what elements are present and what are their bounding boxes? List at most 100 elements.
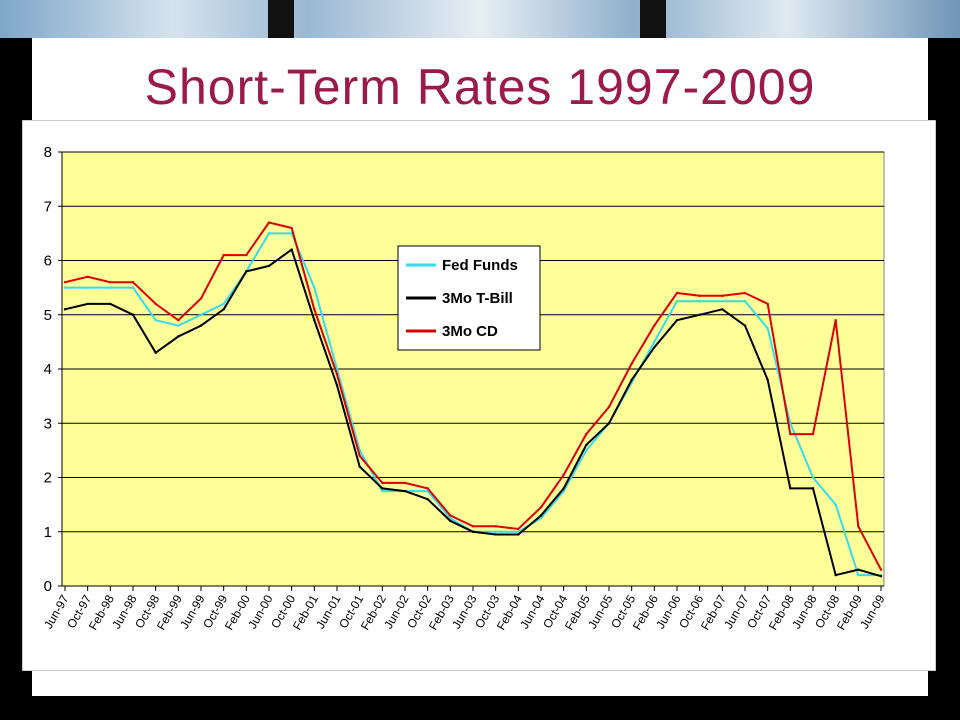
data-point (857, 568, 860, 571)
data-point (222, 308, 225, 311)
data-point (86, 302, 89, 306)
data-point (698, 299, 701, 303)
data-point (109, 281, 112, 284)
header-banner (0, 0, 960, 38)
data-point (449, 516, 452, 520)
data-point (517, 530, 520, 533)
data-point (811, 432, 815, 436)
data-point (313, 286, 316, 289)
data-point (86, 275, 89, 278)
data-point (449, 519, 452, 523)
data-point (109, 302, 112, 306)
data-point (789, 432, 792, 436)
data-point (675, 318, 679, 322)
data-point (653, 346, 656, 349)
data-point (743, 299, 747, 303)
data-point (358, 465, 361, 468)
data-point (290, 248, 293, 251)
data-point (199, 313, 203, 316)
data-point (517, 527, 520, 531)
data-point (177, 335, 180, 338)
y-tick-label: 6 (44, 253, 52, 270)
y-tick-label: 8 (44, 144, 52, 161)
data-point (335, 384, 339, 387)
data-point (675, 299, 679, 303)
data-point (63, 286, 67, 289)
data-point (834, 318, 837, 322)
data-point (109, 286, 112, 289)
legend-label: 3Mo T-Bill (442, 290, 513, 307)
data-point (154, 351, 157, 354)
data-point (607, 405, 611, 409)
data-point (449, 514, 452, 517)
data-point (653, 324, 656, 327)
y-tick-label: 3 (44, 415, 52, 432)
data-point (879, 568, 883, 571)
data-point (698, 313, 701, 316)
legend: Fed Funds 3Mo T-Bill 3Mo CD (397, 245, 541, 351)
legend-label: Fed Funds (442, 257, 518, 274)
data-point (471, 530, 475, 533)
data-point (131, 286, 135, 289)
data-point (222, 302, 225, 306)
data-point (290, 226, 293, 230)
data-point (653, 340, 656, 344)
slide-title: Short-Term Rates 1997-2009 (144, 59, 816, 115)
data-point (811, 487, 815, 490)
data-point (426, 498, 429, 501)
data-point (766, 327, 769, 330)
data-point (335, 373, 339, 376)
data-point (811, 476, 815, 479)
data-point (789, 422, 792, 425)
y-tick-label: 0 (44, 578, 52, 595)
y-tick-label: 2 (44, 470, 52, 487)
data-point (267, 232, 271, 235)
data-point (630, 362, 633, 365)
data-point (789, 487, 792, 490)
y-tick-label: 1 (44, 524, 52, 541)
data-point (267, 221, 271, 224)
data-point (494, 530, 497, 533)
data-point (721, 294, 724, 297)
data-point (131, 281, 135, 284)
data-point (630, 378, 633, 382)
data-point (585, 432, 588, 436)
data-point (403, 481, 407, 485)
data-point (607, 422, 611, 425)
y-tick-label: 7 (44, 198, 52, 215)
data-point (63, 281, 67, 284)
data-point (562, 487, 565, 490)
data-point (154, 318, 157, 322)
data-point (766, 302, 769, 306)
data-point (131, 313, 135, 316)
data-point (471, 525, 475, 528)
banner-post (640, 0, 666, 38)
data-point (834, 503, 837, 506)
series-3mo-cd (63, 221, 883, 571)
data-point (562, 473, 565, 476)
data-point (743, 291, 747, 295)
data-point (154, 302, 157, 306)
data-point (381, 489, 384, 493)
data-point (539, 506, 543, 509)
data-point (267, 264, 271, 268)
data-point (857, 525, 860, 528)
data-point (86, 286, 89, 289)
data-point (585, 443, 588, 447)
data-point (494, 525, 497, 528)
data-point (675, 291, 679, 295)
data-point (177, 324, 180, 327)
data-point (177, 318, 180, 322)
data-point (335, 367, 339, 371)
y-tick-label: 5 (44, 307, 52, 324)
data-point (381, 481, 384, 485)
data-point (766, 378, 769, 382)
data-point (585, 449, 588, 452)
data-point (403, 489, 407, 493)
data-point (743, 324, 747, 327)
data-point (63, 308, 67, 311)
y-tick-label: 4 (44, 361, 52, 378)
series-3mo-t-bill (63, 247, 883, 578)
data-point (199, 324, 203, 327)
